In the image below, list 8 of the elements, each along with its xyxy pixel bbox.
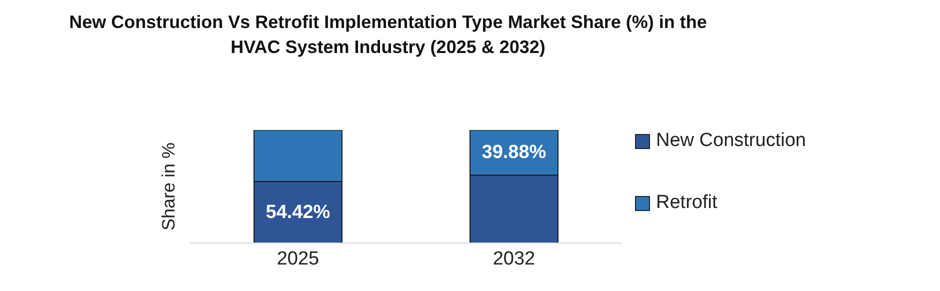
y-axis-title: Share in % [158,142,178,231]
data-label: 39.88% [482,142,546,164]
x-tick-label: 2025 [276,248,320,270]
x-tick-label: 2032 [492,248,536,270]
legend-label: Retrofit [656,192,718,214]
chart-title: New Construction Vs Retrofit Implementation Type Market Share (%) in the HVAC System Industry (2025 & 2032) [68,11,708,59]
legend-label: New Construction [656,130,806,152]
data-label: 54.42% [266,202,330,223]
